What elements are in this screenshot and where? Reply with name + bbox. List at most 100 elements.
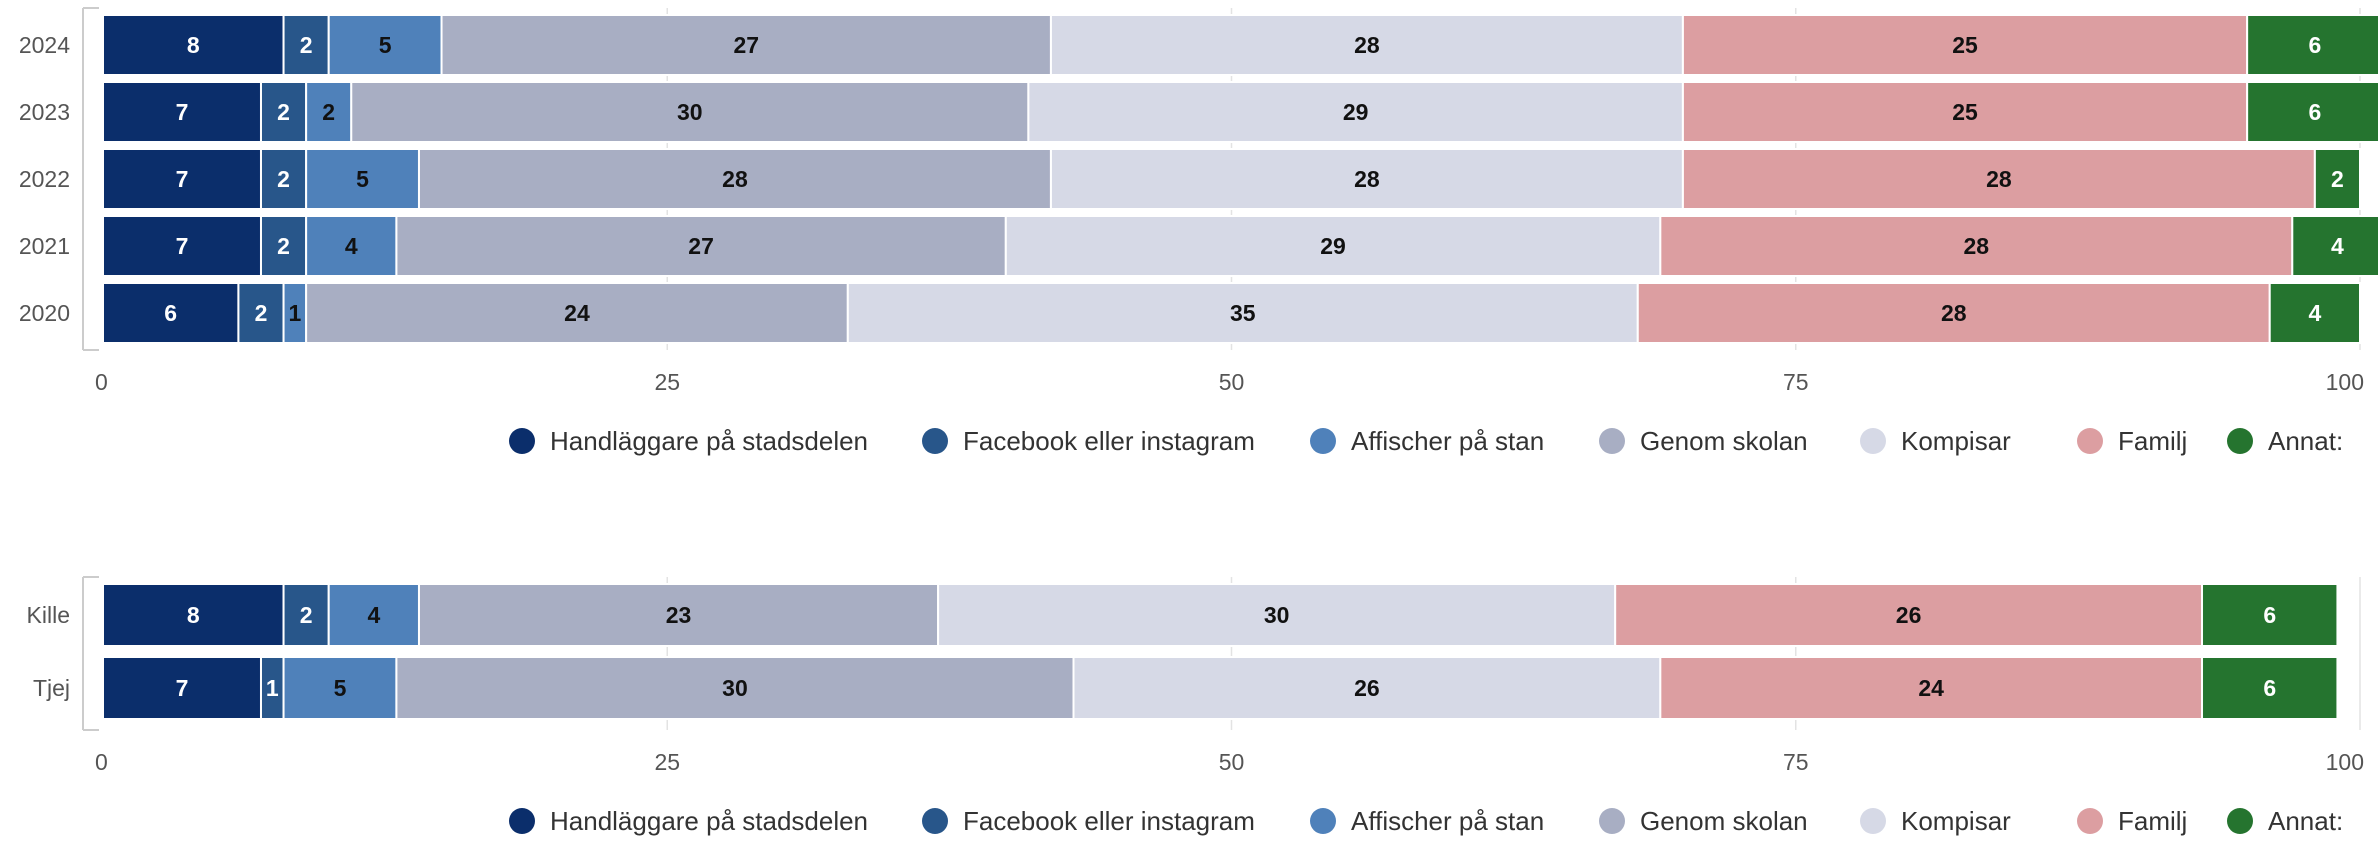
- legend-item-familj[interactable]: Familj: [2077, 806, 2187, 836]
- data-label-2021-handlaggare-pa-stadsdelen: 7: [176, 233, 189, 259]
- data-label-2020-handlaggare-pa-stadsdelen: 6: [164, 300, 177, 326]
- bar-segment-2023-familj: [1681, 81, 2249, 143]
- data-label-2022-kompisar: 28: [1354, 166, 1380, 192]
- data-label-tjej-facebook-eller-instagram: 1: [266, 675, 279, 701]
- legend-swatch-annat: [2227, 428, 2253, 454]
- data-label-2021-annat: 4: [2331, 233, 2344, 259]
- legend-label-genom-skolan: Genom skolan: [1640, 806, 1808, 836]
- data-label-2020-kompisar: 35: [1230, 300, 1256, 326]
- bar-segment-2021-facebook-eller-instagram: [259, 215, 308, 277]
- data-label-tjej-familj: 24: [1918, 675, 1944, 701]
- data-label-2022-annat: 2: [2331, 166, 2344, 192]
- data-label-2020-annat: 4: [2308, 300, 2321, 326]
- data-label-2021-genom-skolan: 27: [688, 233, 714, 259]
- x-tick-label-0: 0: [95, 369, 108, 395]
- data-label-kille-annat: 6: [2263, 602, 2276, 628]
- legend-swatch-kompisar: [1860, 808, 1886, 834]
- data-label-2022-affischer-pa-stan: 5: [356, 166, 369, 192]
- data-label-kille-kompisar: 30: [1264, 602, 1290, 628]
- legend-swatch-facebook-eller-instagram: [922, 808, 948, 834]
- bar-segment-2020-kompisar: [846, 282, 1639, 344]
- x-tick-label-50: 50: [1219, 369, 1245, 395]
- data-label-2022-genom-skolan: 28: [722, 166, 748, 192]
- bar-segment-2024-handlaggare-pa-stadsdelen: [102, 14, 285, 76]
- legend-label-annat: Annat:: [2268, 426, 2343, 456]
- legend-item-familj[interactable]: Familj: [2077, 426, 2187, 456]
- legend-swatch-handlaggare-pa-stadsdelen: [509, 808, 535, 834]
- x-tick-label-100: 100: [2326, 749, 2364, 775]
- bar-segment-2023-handlaggare-pa-stadsdelen: [102, 81, 262, 143]
- legend-item-annat[interactable]: Annat:: [2227, 426, 2343, 456]
- data-label-2024-kompisar: 28: [1354, 32, 1380, 58]
- data-label-tjej-affischer-pa-stan: 5: [334, 675, 347, 701]
- legend-swatch-familj: [2077, 428, 2103, 454]
- legend-label-facebook-eller-instagram: Facebook eller instagram: [963, 426, 1255, 456]
- bar-segment-2021-kompisar: [1004, 215, 1662, 277]
- data-label-2024-facebook-eller-instagram: 2: [300, 32, 313, 58]
- legend-label-kompisar: Kompisar: [1901, 806, 2011, 836]
- legend-swatch-facebook-eller-instagram: [922, 428, 948, 454]
- legend-item-facebook-eller-instagram[interactable]: Facebook eller instagram: [922, 426, 1255, 456]
- data-label-2023-annat: 6: [2308, 99, 2321, 125]
- legend-swatch-familj: [2077, 808, 2103, 834]
- legend-item-genom-skolan[interactable]: Genom skolan: [1599, 426, 1808, 456]
- bar-segment-tjej-genom-skolan: [395, 656, 1075, 720]
- data-label-2020-familj: 28: [1941, 300, 1967, 326]
- bar-segment-tjej-handlaggare-pa-stadsdelen: [102, 656, 262, 720]
- legend-item-annat[interactable]: Annat:: [2227, 806, 2343, 836]
- data-label-2023-familj: 25: [1952, 99, 1978, 125]
- data-label-2024-annat: 6: [2308, 32, 2321, 58]
- bar-segment-2023-affischer-pa-stan: [305, 81, 353, 143]
- bar-segment-kille-genom-skolan: [417, 583, 940, 647]
- bar-segment-2020-handlaggare-pa-stadsdelen: [102, 282, 240, 344]
- category-label-2021: 2021: [19, 233, 70, 259]
- data-label-2023-genom-skolan: 30: [677, 99, 703, 125]
- bar-segment-2023-kompisar: [1027, 81, 1684, 143]
- bar-segment-kille-familj: [1614, 583, 2204, 647]
- legend-item-facebook-eller-instagram[interactable]: Facebook eller instagram: [922, 806, 1255, 836]
- bar-segment-kille-facebook-eller-instagram: [282, 583, 330, 647]
- data-label-2021-familj: 28: [1964, 233, 1990, 259]
- legend-swatch-affischer-pa-stan: [1310, 808, 1336, 834]
- data-label-2023-affischer-pa-stan: 2: [322, 99, 335, 125]
- category-label-2020: 2020: [19, 300, 70, 326]
- legend-item-affischer-pa-stan[interactable]: Affischer på stan: [1310, 426, 1544, 456]
- bar-segment-2022-familj: [1681, 148, 2316, 210]
- legend-swatch-affischer-pa-stan: [1310, 428, 1336, 454]
- legend-swatch-genom-skolan: [1599, 808, 1625, 834]
- data-label-2024-handlaggare-pa-stadsdelen: 8: [187, 32, 200, 58]
- data-label-kille-genom-skolan: 23: [666, 602, 692, 628]
- legend-swatch-handlaggare-pa-stadsdelen: [509, 428, 535, 454]
- bar-segment-2022-facebook-eller-instagram: [259, 148, 308, 210]
- bar-segment-2024-kompisar: [1049, 14, 1684, 76]
- legend-label-annat: Annat:: [2268, 806, 2343, 836]
- bar-segment-2020-genom-skolan: [305, 282, 849, 344]
- legend-label-familj: Familj: [2118, 426, 2187, 456]
- legend-item-handlaggare-pa-stadsdelen[interactable]: Handläggare på stadsdelen: [509, 426, 868, 456]
- data-label-tjej-kompisar: 26: [1354, 675, 1380, 701]
- bar-segment-2024-familj: [1681, 14, 2249, 76]
- legend-label-affischer-pa-stan: Affischer på stan: [1351, 806, 1544, 836]
- bar-segment-tjej-familj: [1659, 656, 2204, 720]
- x-tick-label-25: 25: [654, 369, 680, 395]
- legend-item-genom-skolan[interactable]: Genom skolan: [1599, 806, 1808, 836]
- x-tick-label-100: 100: [2326, 369, 2364, 395]
- legend-label-affischer-pa-stan: Affischer på stan: [1351, 426, 1544, 456]
- category-label-2022: 2022: [19, 166, 70, 192]
- legend-item-handlaggare-pa-stadsdelen[interactable]: Handläggare på stadsdelen: [509, 806, 868, 836]
- category-label-kille: Kille: [27, 602, 70, 628]
- legend-label-handlaggare-pa-stadsdelen: Handläggare på stadsdelen: [550, 806, 868, 836]
- bar-segment-2024-genom-skolan: [440, 14, 1052, 76]
- bar-segment-kille-handlaggare-pa-stadsdelen: [102, 583, 285, 647]
- bar-segment-tjej-annat: [2201, 656, 2339, 720]
- legend-item-kompisar[interactable]: Kompisar: [1860, 806, 2011, 836]
- bar-segment-2023-annat: [2246, 81, 2378, 143]
- legend-item-affischer-pa-stan[interactable]: Affischer på stan: [1310, 806, 1544, 836]
- data-label-kille-familj: 26: [1896, 602, 1922, 628]
- data-label-kille-handlaggare-pa-stadsdelen: 8: [187, 602, 200, 628]
- data-label-2023-kompisar: 29: [1343, 99, 1369, 125]
- data-label-2020-affischer-pa-stan: 1: [288, 300, 301, 326]
- legend-item-kompisar[interactable]: Kompisar: [1860, 426, 2011, 456]
- legend-label-genom-skolan: Genom skolan: [1640, 426, 1808, 456]
